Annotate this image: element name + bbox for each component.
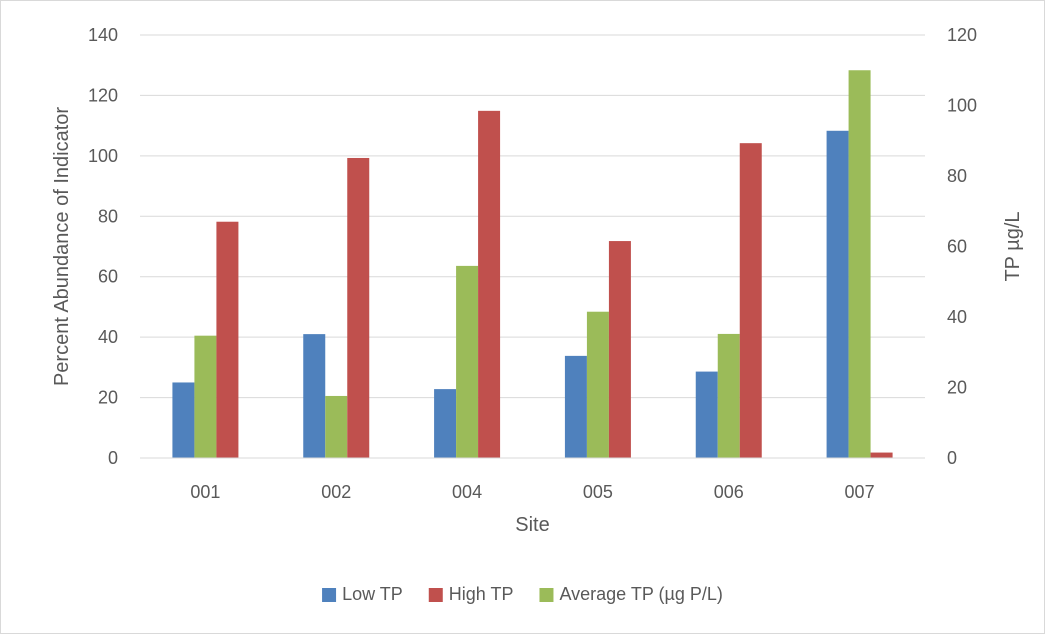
legend: Low TP High TP Average TP (µg P/L) [322,584,723,604]
bar-high-002 [347,157,370,458]
y-tick-label: 60 [98,267,118,287]
bar-low-004 [434,389,457,458]
y2-tick-label: 120 [947,25,977,45]
y2-tick-label: 60 [947,237,967,257]
y2-tick-label: 20 [947,378,967,398]
bar-low-007 [826,130,849,458]
y-tick-label: 140 [88,25,118,45]
y-tick-label: 40 [98,327,118,347]
x-tick-label: 006 [714,482,744,502]
y-tick-label: 20 [98,388,118,408]
y-tick-label: 120 [88,85,118,105]
x-tick-label: 002 [321,482,351,502]
bar-average-007 [848,70,871,458]
bar-high-004 [478,110,501,458]
bar-high-005 [608,241,631,458]
legend-label: High TP [449,584,514,604]
bar-average-001 [194,335,217,458]
axes: 0 20 40 60 80 100 120 140 0 20 40 60 80 100 120 001 002 0… [88,25,977,502]
bar-average-006 [717,333,740,458]
x-tick-label: 001 [190,482,220,502]
bar-high-001 [216,221,239,458]
bar-high-006 [739,143,762,458]
y2-tick-label: 40 [947,307,967,327]
gridlines [140,34,925,399]
bar-average-004 [456,265,479,458]
bar-high-007 [870,452,893,458]
y-tick-label: 100 [88,146,118,166]
y2-tick-label: 80 [947,166,967,186]
y-axis-title: Percent Abundance of Indicator [51,107,73,386]
y2-tick-label: 100 [947,96,977,116]
x-tick-label: 004 [452,482,482,502]
y-tick-label: 80 [98,206,118,226]
x-tick-label: 007 [845,482,875,502]
bar-low-006 [695,371,718,458]
x-axis-title: Site [515,514,549,536]
legend-label: Low TP [342,584,403,604]
legend-swatch [539,588,554,602]
bar-low-001 [172,382,195,458]
y2-axis-title: TP µg/L [1002,211,1024,281]
bar-average-002 [325,395,348,458]
legend-swatch [322,588,337,602]
bar-average-005 [586,311,609,458]
bar-low-002 [303,334,326,458]
y-tick-label: 0 [108,448,118,468]
x-tick-label: 005 [583,482,613,502]
bars [172,70,893,458]
legend-swatch [428,588,443,602]
bar-low-005 [564,355,587,458]
y2-tick-label: 0 [947,448,957,468]
legend-label: Average TP (µg P/L) [559,584,722,604]
